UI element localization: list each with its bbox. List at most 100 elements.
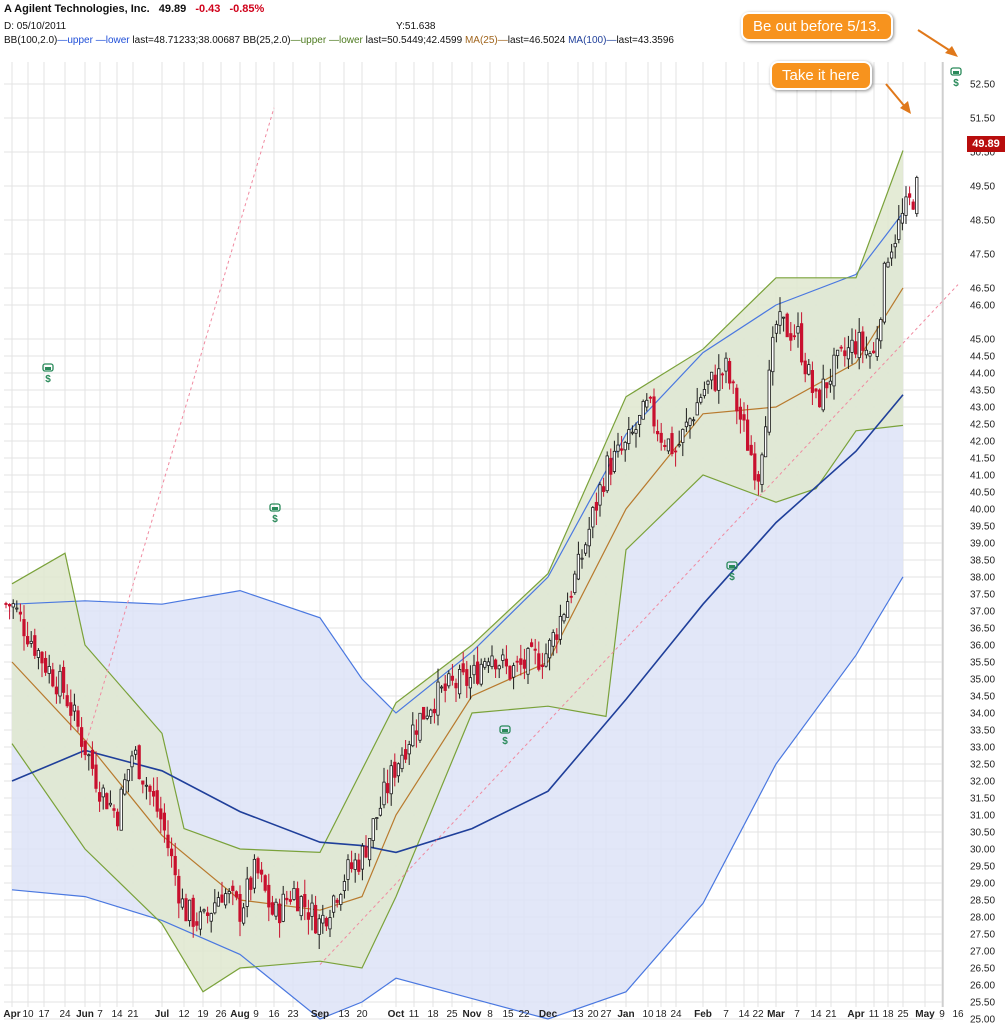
candle-body [789,333,793,341]
candle-body [562,614,566,622]
candle-body [389,765,393,795]
last-price: 49.89 [158,3,187,15]
candle-body [407,744,411,755]
candle-body [695,402,699,416]
candle-body [116,811,120,827]
candle-body [44,657,48,673]
candle-body [634,429,638,434]
bb100-name: BB(100,2.0) [4,35,58,46]
candle-body [911,201,915,210]
candle-body [645,399,649,408]
candle-body [684,421,689,428]
candle-body [792,335,797,338]
candle-body [904,196,908,216]
candle-body [475,661,480,684]
x-tick-label: 20 [356,1009,368,1020]
candle-body [472,664,476,676]
x-tick-label: 11 [409,1009,420,1020]
candle-body [569,595,573,598]
candle-body [18,611,23,615]
candle-body [263,875,267,891]
candle-body [519,658,523,665]
candle-body [702,389,707,397]
phone-icon-base [953,71,959,74]
y-tick-label: 44.50 [970,352,995,363]
chart-header: A Agilent Technologies, Inc. 49.89 -0.43… [0,0,1008,58]
candle-body [548,639,552,659]
candle-body [537,653,541,670]
candle-body [65,695,69,707]
y-tick-label: 37.00 [970,607,995,618]
candle-body [530,642,534,647]
candle-body [11,603,15,608]
y-tick-label: 29.00 [970,879,995,890]
candle-body [288,899,293,902]
candle-body [681,428,685,443]
candle-body [403,749,408,760]
y-tick-label: 46.50 [970,284,995,295]
phone-icon [726,561,738,570]
candle-body [706,380,710,385]
candle-body [418,712,422,741]
candle-body [295,888,300,912]
y-tick-label: 47.50 [970,250,995,261]
x-tick-label: 17 [38,1009,50,1020]
date-line: D: 05/10/2011 Y:51.638 [4,21,435,32]
candle-body [591,507,595,528]
candle-body [349,862,354,870]
candle-body [746,419,750,451]
x-tick-label: Dec [539,1009,558,1020]
candle-body [360,845,365,870]
y-tick-label: 34.00 [970,709,995,720]
candle-body [29,640,33,644]
candle-body [555,634,559,640]
event-icons: $ $ $ $ $ [42,67,962,747]
event-icon: $ [269,503,281,525]
candle-body [490,655,494,667]
candle-body [310,902,314,917]
x-tick-label: Apr [847,1009,864,1020]
candle-body [216,897,220,907]
candle-body [630,431,635,434]
candle-body [213,902,217,914]
candle-body [80,727,84,747]
y-tick-label: 43.50 [970,386,995,397]
x-axis: Apr 10 17 24 Jun 7 14 21 Jul 12 19 26 Aug 9 16 23 Sep 13 2… [3,1009,964,1020]
candle-body [54,686,59,695]
candle-body [497,665,501,670]
candle-body [25,636,30,645]
candle-body [450,675,455,681]
dollar-icon: $ [502,736,508,747]
y-tick-label: 40.00 [970,505,995,516]
x-tick-label: 14 [111,1009,123,1020]
candle-body [825,382,829,389]
x-tick-label: Sep [311,1009,329,1020]
indicator-lines [11,150,904,1020]
candle-body [277,903,282,924]
candle-body [22,619,26,637]
candle-body [850,339,854,353]
x-tick-label: 22 [752,1009,764,1020]
x-tick-label: 24 [59,1009,71,1020]
candle-body [886,261,890,268]
x-tick-label: 18 [655,1009,667,1020]
candle-body [393,761,397,778]
candle-body [551,632,555,647]
candle-body [465,669,469,686]
candle-body [184,898,188,922]
y-tick-label: 35.50 [970,658,995,669]
candle-body [144,784,148,787]
candle-body [735,387,739,412]
x-tick-label: 13 [338,1009,350,1020]
x-tick-label: 25 [446,1009,458,1020]
candle-body [670,433,674,455]
candle-body [303,894,307,908]
x-tick-label: 25 [897,1009,909,1020]
candle-body [245,878,249,907]
candle-body [738,406,743,420]
symbol-line: A Agilent Technologies, Inc. 49.89 -0.43… [4,3,264,15]
candle-body [800,323,804,363]
y-readout: Y:51.638 [396,21,436,32]
candle-body [638,415,642,425]
